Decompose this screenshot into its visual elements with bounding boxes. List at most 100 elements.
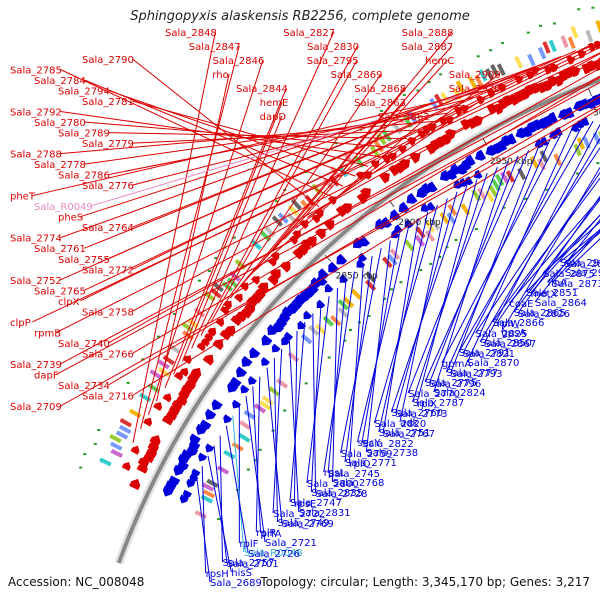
leader-line bbox=[458, 120, 594, 353]
leader-line bbox=[255, 376, 261, 533]
leader-line bbox=[492, 177, 600, 323]
leader-line bbox=[310, 304, 322, 493]
gene-block-143 bbox=[250, 239, 262, 251]
leader-line bbox=[534, 218, 600, 303]
gene-label: Sala_2716 bbox=[82, 392, 134, 403]
gene-block-133 bbox=[308, 324, 320, 337]
gene-label: Sala_2870 bbox=[468, 358, 520, 369]
gene-block-87 bbox=[268, 386, 281, 397]
gc-dot bbox=[383, 297, 387, 300]
leader-line bbox=[332, 287, 338, 483]
tick-mark bbox=[324, 254, 332, 262]
gene-label: Sala_2831 bbox=[299, 508, 351, 519]
gene-label: Sala_2875 bbox=[543, 269, 595, 280]
leader-line bbox=[445, 139, 551, 373]
leader-line bbox=[348, 263, 364, 464]
gene-feature-19 bbox=[173, 464, 185, 476]
gc-dot bbox=[438, 256, 442, 258]
gene-feature-111 bbox=[267, 324, 279, 336]
leader-line bbox=[390, 185, 468, 413]
gene-label: Sala_2771 bbox=[345, 458, 397, 469]
gene-label: Sala_2709 bbox=[10, 402, 62, 413]
gene-feature-229 bbox=[426, 201, 436, 211]
gc-dot bbox=[283, 409, 287, 412]
gc-dot bbox=[367, 314, 371, 317]
leader-line bbox=[56, 81, 600, 375]
gene-label: secY bbox=[358, 438, 382, 449]
gene-block-18 bbox=[109, 434, 122, 444]
gene-label: Sala_2894 bbox=[564, 259, 600, 270]
gene-label: Sala_2862 bbox=[378, 112, 430, 123]
gene-label: Sala_2773 bbox=[396, 409, 448, 420]
gene-block-35 bbox=[216, 465, 230, 475]
gene-block-28 bbox=[118, 424, 132, 435]
gene-feature-177 bbox=[311, 214, 320, 224]
gene-block-31 bbox=[119, 418, 133, 428]
gc-dot bbox=[502, 206, 506, 209]
gene-block-62 bbox=[239, 420, 252, 431]
leader-line bbox=[272, 348, 283, 514]
gc-dot bbox=[439, 73, 443, 76]
gene-label: Sala_2757 bbox=[223, 558, 275, 569]
gene-block-9 bbox=[110, 448, 123, 458]
gene-feature-256 bbox=[464, 176, 474, 186]
gene-label: Sala_2751 bbox=[379, 428, 431, 439]
gene-block-26 bbox=[206, 478, 219, 488]
gene-block-110 bbox=[212, 281, 224, 293]
gene-label: rpsH bbox=[206, 569, 229, 580]
leader-line bbox=[132, 53, 600, 312]
gene-block-366 bbox=[585, 29, 594, 43]
leader-line bbox=[467, 129, 572, 363]
gc-dot bbox=[402, 93, 406, 96]
gene-feature-114 bbox=[234, 293, 243, 303]
gc-dot bbox=[217, 518, 221, 521]
gene-feature-214 bbox=[378, 172, 390, 184]
gene-block-168 bbox=[350, 288, 362, 300]
leader-line bbox=[272, 45, 453, 252]
leader-line bbox=[340, 248, 382, 454]
gene-label: Sala_2825 bbox=[476, 329, 528, 340]
gene-block-233 bbox=[439, 212, 450, 225]
gene-label: Sala_2728 bbox=[316, 489, 368, 500]
gene-label: Sala_2738 bbox=[366, 448, 418, 459]
gene-feature-103 bbox=[261, 334, 273, 346]
gene-feature-64 bbox=[174, 371, 183, 381]
gene-feature-54 bbox=[205, 408, 217, 420]
gene-feature-223 bbox=[420, 203, 430, 212]
leader-line bbox=[200, 45, 358, 336]
gc-dot bbox=[79, 466, 83, 469]
gene-label: Sala_R0049 bbox=[34, 202, 93, 213]
gene-label: Sala_2722 bbox=[273, 509, 325, 520]
gene-label: pheT bbox=[10, 192, 36, 203]
gene-feature-39 bbox=[189, 433, 201, 445]
leader-line bbox=[60, 111, 381, 158]
gc-dot bbox=[476, 55, 480, 58]
gc-dot bbox=[126, 381, 130, 384]
gc-dot bbox=[577, 8, 581, 11]
gene-label: Sala_2721 bbox=[265, 538, 317, 549]
gene-feature-255 bbox=[456, 163, 468, 175]
tick-mark bbox=[588, 88, 592, 97]
gene-label: Sala_2791 bbox=[459, 348, 511, 359]
leader-line bbox=[60, 104, 600, 407]
gene-label: Sala_2820 bbox=[374, 419, 426, 430]
leader-line bbox=[84, 56, 562, 249]
tick-label: 2950 kbp bbox=[490, 157, 533, 167]
leader-line bbox=[399, 198, 448, 423]
gene-label: Sala_2752 bbox=[10, 276, 62, 287]
gene-label: Sala_2780 bbox=[34, 118, 86, 129]
gene-feature-230 bbox=[399, 159, 411, 170]
gene-feature-139 bbox=[270, 269, 281, 281]
leader-line bbox=[84, 44, 600, 291]
leader-line bbox=[213, 445, 228, 564]
gene-block-159 bbox=[342, 296, 355, 308]
leader-line bbox=[201, 466, 207, 574]
gene-label: Sala_2850 bbox=[480, 338, 532, 349]
gene-block-238 bbox=[392, 122, 403, 135]
gc-dot bbox=[232, 236, 236, 239]
gene-label: Sala_2759 bbox=[341, 449, 393, 460]
leader-line bbox=[261, 31, 453, 263]
gene-feature-226 bbox=[387, 152, 397, 162]
gene-block-21 bbox=[201, 482, 215, 492]
gene-feature-145 bbox=[316, 299, 326, 309]
